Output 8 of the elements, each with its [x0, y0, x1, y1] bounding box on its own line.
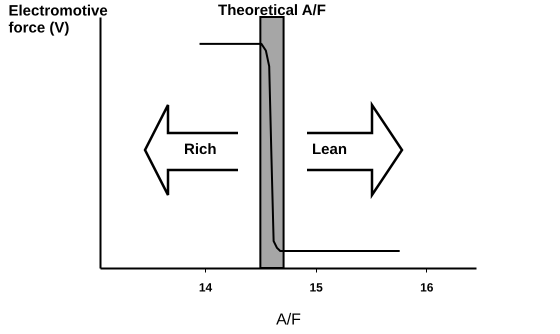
annotation: Lean: [312, 141, 348, 158]
annotation: Rich: [184, 141, 217, 158]
x-tick-label: 14: [198, 280, 213, 294]
x-tick-label: 15: [309, 280, 324, 294]
x-axis-title: A/F: [276, 312, 302, 328]
y-axis-title: Electromotive force (V): [8, 2, 108, 36]
band-label: Theoretical A/F: [218, 2, 326, 19]
x-tick-label: 16: [420, 280, 434, 294]
